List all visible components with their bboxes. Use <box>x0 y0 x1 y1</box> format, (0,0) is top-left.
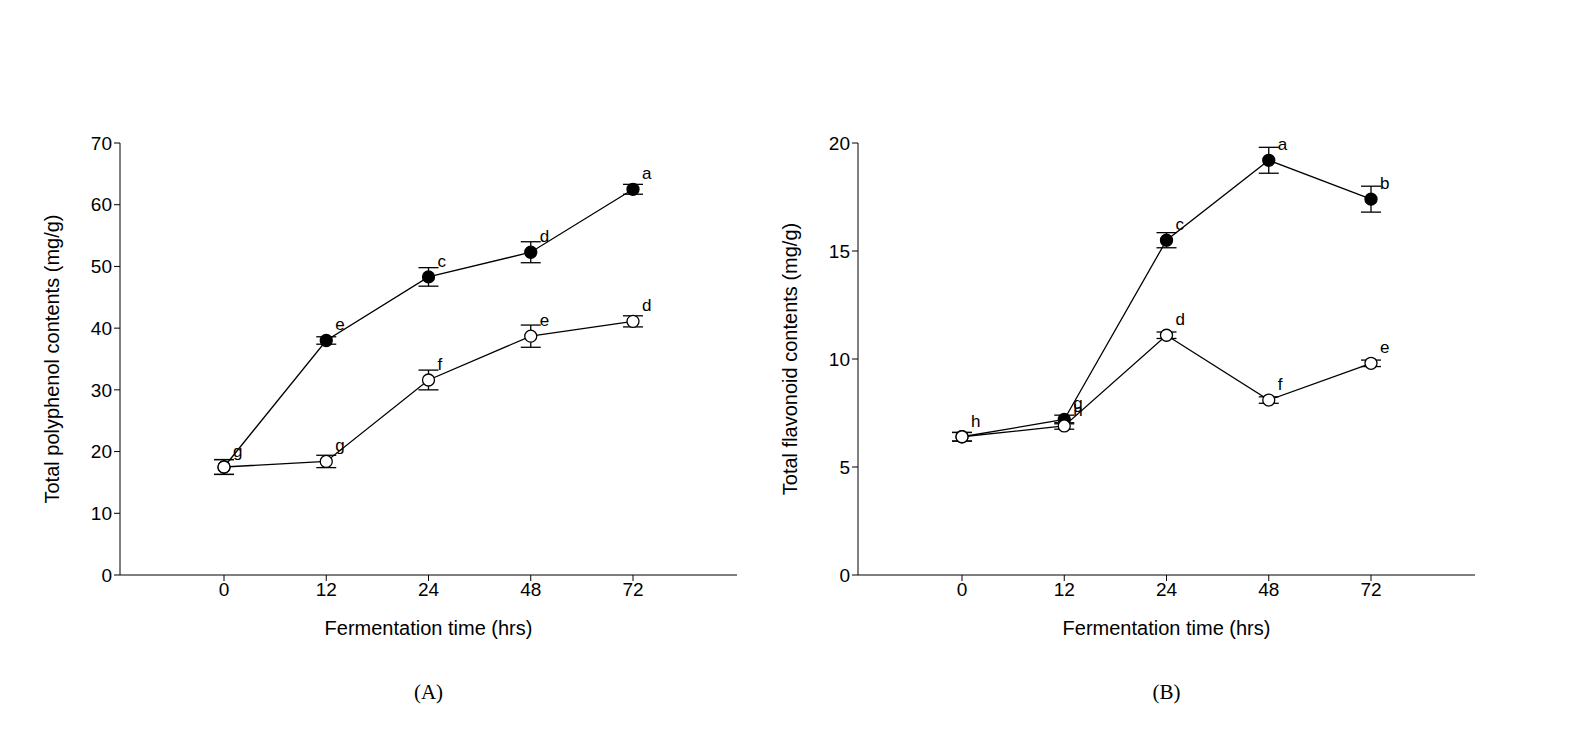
svg-text:70: 70 <box>91 133 112 154</box>
svg-text:48: 48 <box>520 579 541 600</box>
svg-text:g: g <box>233 442 242 461</box>
svg-text:h: h <box>1073 401 1082 420</box>
svg-text:10: 10 <box>91 503 112 524</box>
svg-text:a: a <box>642 164 652 183</box>
svg-text:30: 30 <box>91 380 112 401</box>
svg-text:f: f <box>1278 375 1283 394</box>
svg-text:a: a <box>1278 135 1288 154</box>
svg-text:50: 50 <box>91 256 112 277</box>
svg-text:48: 48 <box>1258 579 1279 600</box>
svg-text:15: 15 <box>829 241 850 262</box>
svg-text:Fermentation time (hrs): Fermentation time (hrs) <box>325 617 533 639</box>
html-text:(B): (B) <box>1152 680 1181 704</box>
svg-text:0: 0 <box>839 565 850 586</box>
svg-text:10: 10 <box>829 349 850 370</box>
svg-text:0: 0 <box>219 579 230 600</box>
svg-text:h: h <box>971 412 980 431</box>
svg-text:e: e <box>540 311 549 330</box>
svg-text:b: b <box>1380 174 1389 193</box>
svg-text:20: 20 <box>91 441 112 462</box>
svg-text:0: 0 <box>957 579 968 600</box>
svg-text:Fermentation time (hrs): Fermentation time (hrs) <box>1063 617 1271 639</box>
svg-text:c: c <box>438 252 447 271</box>
svg-text:12: 12 <box>316 579 337 600</box>
svg-text:24: 24 <box>418 579 440 600</box>
svg-text:d: d <box>642 296 651 315</box>
svg-text:Total flavonoid contents (mg/g: Total flavonoid contents (mg/g) <box>779 223 801 495</box>
svg-text:e: e <box>335 315 344 334</box>
svg-text:e: e <box>1380 338 1389 357</box>
svg-text:20: 20 <box>829 133 850 154</box>
svg-text:d: d <box>1176 310 1185 329</box>
svg-text:Total polyphenol contents (mg/: Total polyphenol contents (mg/g) <box>41 214 63 503</box>
svg-text:f: f <box>438 355 443 374</box>
svg-text:40: 40 <box>91 318 112 339</box>
svg-text:24: 24 <box>1156 579 1178 600</box>
svg-text:c: c <box>1176 215 1185 234</box>
svg-text:0: 0 <box>101 565 112 586</box>
html-text:(A): (A) <box>413 680 444 704</box>
svg-text:60: 60 <box>91 194 112 215</box>
svg-text:d: d <box>540 227 549 246</box>
svg-text:5: 5 <box>839 457 850 478</box>
svg-text:12: 12 <box>1054 579 1075 600</box>
svg-text:72: 72 <box>622 579 643 600</box>
svg-text:72: 72 <box>1360 579 1381 600</box>
svg-text:g: g <box>335 436 344 455</box>
